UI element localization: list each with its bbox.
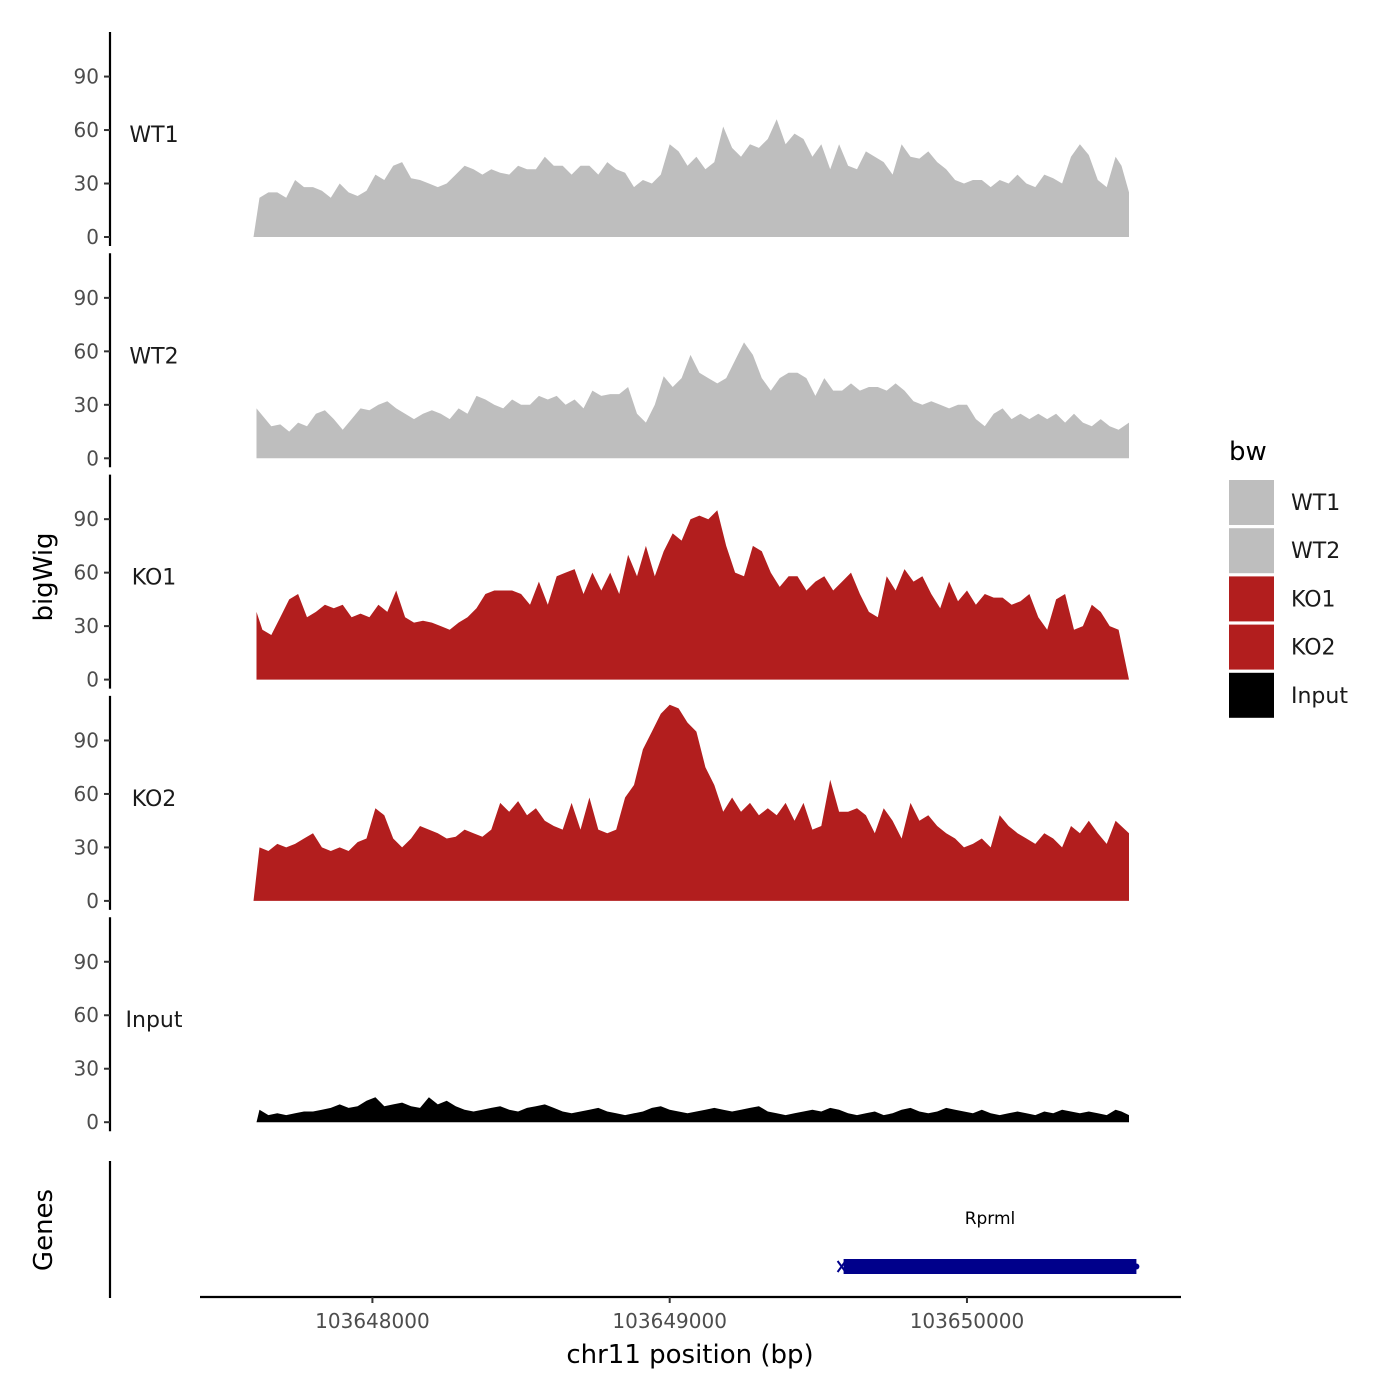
gene-body [843, 1259, 1137, 1274]
gene-rprml: Rprml [836, 1209, 1140, 1274]
track-ko1: 0 30 60 90 KO1 [74, 474, 1129, 692]
y-tick-label: 30 [74, 393, 99, 417]
y-tick-label: 30 [74, 614, 99, 638]
legend-label: Input [1291, 684, 1348, 709]
track-area-wt2 [256, 342, 1129, 459]
y-tick-label: 30 [74, 1057, 99, 1081]
track-label: WT2 [129, 344, 178, 369]
track-wt2: 0 30 60 90 WT2 [74, 253, 1129, 470]
y-tick-label: 0 [86, 446, 99, 470]
x-axis-title: chr11 position (bp) [566, 1340, 813, 1370]
legend-title: bw [1229, 437, 1267, 467]
track-label: Input [126, 1008, 183, 1033]
y-tick-label: 90 [74, 65, 99, 89]
y-tick-label: 0 [86, 668, 99, 692]
x-axis: 103648000 103649000 103650000 [200, 1295, 1181, 1333]
legend-swatch [1229, 576, 1274, 622]
y-tick-label: 0 [86, 225, 99, 249]
legend-label: WT2 [1291, 539, 1340, 564]
y-axis-title: bigWig [29, 532, 59, 621]
legend: bw WT1 WT2 KO1 KO2 Input [1229, 437, 1348, 718]
track-input: 0 30 60 90 Input [74, 917, 1129, 1134]
track-label: KO1 [132, 566, 177, 591]
y-tick-label: 60 [74, 339, 99, 363]
y-tick-label: 30 [74, 172, 99, 196]
y-tick-label: 60 [74, 118, 99, 142]
legend-label: WT1 [1291, 491, 1340, 516]
legend-swatch [1229, 672, 1274, 718]
track-area-wt1 [253, 119, 1129, 237]
gene-end-marker [1133, 1263, 1140, 1270]
legend-swatch [1229, 480, 1274, 525]
x-tick-label: 103649000 [612, 1309, 727, 1333]
x-tick-label: 103648000 [315, 1309, 430, 1333]
y-tick-label: 60 [74, 1003, 99, 1027]
y-tick-label: 90 [74, 507, 99, 531]
track-area-ko2 [253, 704, 1129, 901]
legend-item-wt2: WT2 [1229, 528, 1340, 574]
legend-item-ko1: KO1 [1229, 576, 1336, 622]
gene-label: Rprml [965, 1209, 1016, 1229]
y-tick-label: 0 [86, 1110, 99, 1134]
x-tick-label: 103650000 [910, 1309, 1025, 1333]
legend-swatch [1229, 624, 1274, 670]
track-area-ko1 [256, 510, 1129, 680]
signal-tracks: 0 30 60 90 WT1 0 30 60 90 WT2 0 30 60 90 KO1 0 30 60 90 KO2… [74, 32, 1129, 1134]
y-tick-label: 60 [74, 561, 99, 585]
gene-panel: Rprml [108, 1161, 1140, 1298]
legend-item-input: Input [1229, 672, 1348, 718]
legend-label: KO2 [1291, 636, 1336, 661]
track-area-input [256, 1097, 1129, 1123]
legend-item-wt1: WT1 [1229, 480, 1340, 525]
track-ko2: 0 30 60 90 KO2 [74, 695, 1129, 913]
y-tick-label: 90 [74, 950, 99, 974]
genes-panel-title: Genes [29, 1189, 59, 1271]
y-tick-label: 0 [86, 889, 99, 913]
track-label: KO2 [132, 787, 177, 812]
track-label: WT1 [129, 123, 178, 148]
legend-item-ko2: KO2 [1229, 624, 1336, 670]
legend-label: KO1 [1291, 587, 1336, 612]
track-wt1: 0 30 60 90 WT1 [74, 32, 1129, 249]
y-tick-label: 60 [74, 782, 99, 806]
y-tick-label: 30 [74, 835, 99, 859]
strand-marker [836, 1260, 847, 1273]
y-tick-label: 90 [74, 286, 99, 310]
y-tick-label: 90 [74, 728, 99, 752]
legend-swatch [1229, 528, 1274, 574]
